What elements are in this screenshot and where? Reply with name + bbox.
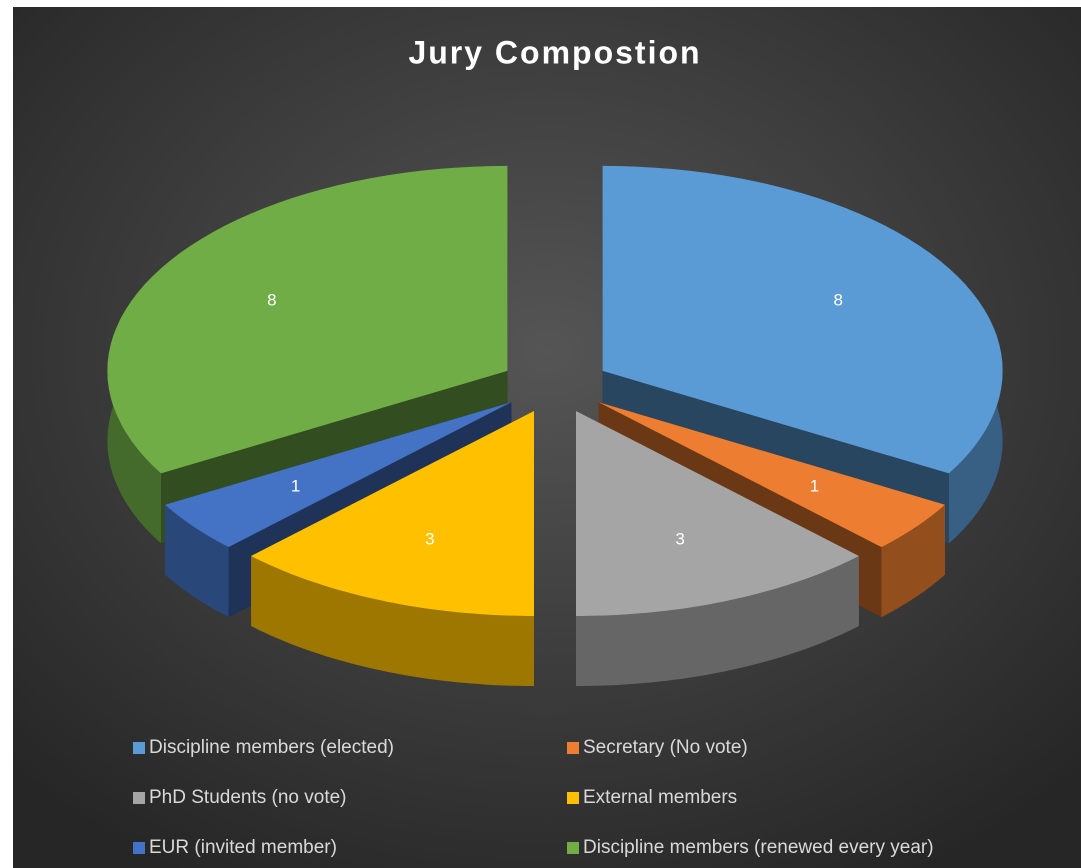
slice xyxy=(165,402,512,548)
legend-swatch xyxy=(567,842,579,854)
data-label: 1 xyxy=(810,477,819,496)
slice xyxy=(251,411,534,616)
legend-label: Discipline members (renewed every year) xyxy=(583,837,934,858)
slice xyxy=(602,165,1003,474)
legend-swatch xyxy=(133,792,145,804)
data-label: 3 xyxy=(675,529,684,548)
slice-wall xyxy=(576,556,859,686)
slice xyxy=(107,165,508,474)
data-label: 8 xyxy=(833,291,842,310)
data-label: 3 xyxy=(425,529,434,548)
data-label: 1 xyxy=(291,477,300,496)
chart-title: Jury Compostion xyxy=(408,34,701,70)
slice-wall xyxy=(881,504,945,618)
slice-wall xyxy=(165,504,229,618)
legend-swatch xyxy=(133,742,145,754)
legend-label: PhD Students (no vote) xyxy=(149,787,347,808)
slice-wall xyxy=(251,556,534,686)
data-label: 8 xyxy=(267,291,276,310)
legend-swatch xyxy=(567,792,579,804)
legend-label: Secretary (No vote) xyxy=(583,737,748,758)
legend-label: External members xyxy=(583,787,737,808)
slice xyxy=(576,411,859,616)
slice xyxy=(598,402,945,548)
legend-swatch xyxy=(133,842,145,854)
legend-label: Discipline members (elected) xyxy=(149,737,394,758)
legend-label: EUR (invited member) xyxy=(149,837,337,858)
legend-swatch xyxy=(567,742,579,754)
